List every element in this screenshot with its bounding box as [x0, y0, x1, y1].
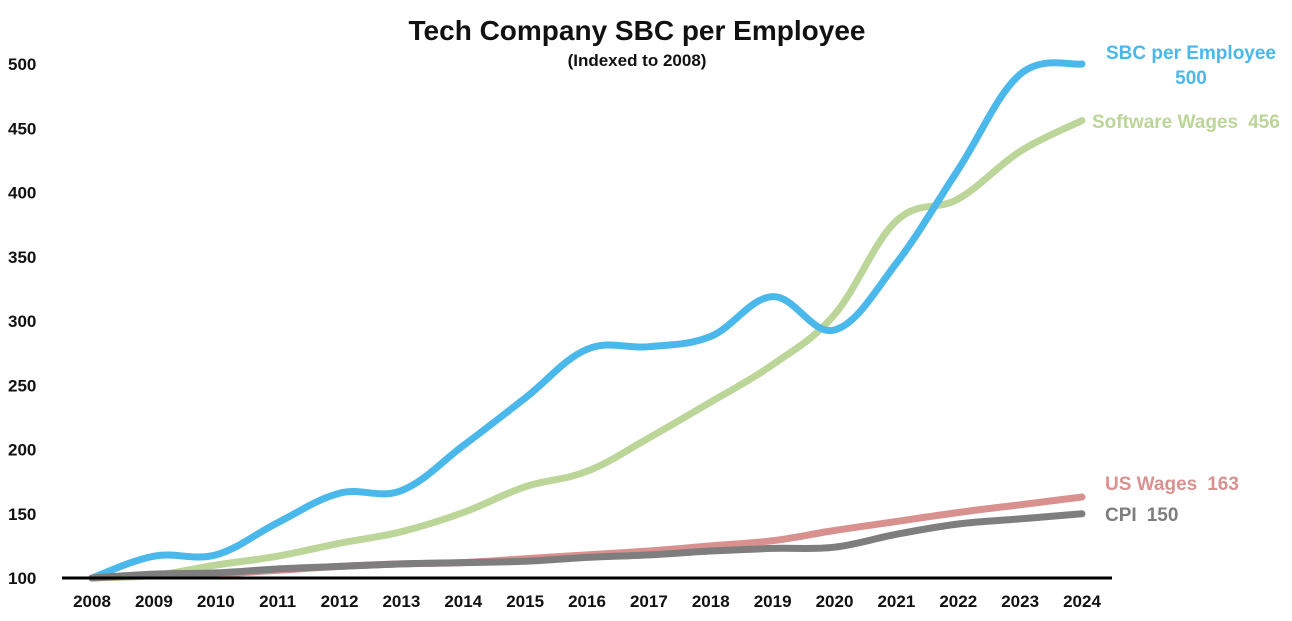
x-tick-label: 2019 — [754, 592, 792, 611]
series-line-software-wages — [88, 117, 1086, 582]
x-tick-label: 2016 — [568, 592, 606, 611]
x-tick-label: 2021 — [877, 592, 915, 611]
end-label-name: CPI — [1105, 505, 1137, 526]
end-label-value: 163 — [1207, 474, 1239, 495]
end-label-name: US Wages — [1105, 474, 1197, 495]
y-tick-label: 250 — [8, 376, 36, 395]
chart-title: Tech Company SBC per Employee — [409, 15, 866, 46]
y-tick-label: 150 — [8, 505, 36, 524]
y-tick-label: 300 — [8, 312, 36, 331]
x-tick-label: 2011 — [259, 592, 296, 611]
y-tick-label: 500 — [8, 55, 36, 74]
x-tick-label: 2013 — [382, 592, 420, 611]
x-tick-label: 2023 — [1001, 592, 1039, 611]
x-tick-label: 2018 — [692, 592, 730, 611]
end-label-cpi: CPI 150 — [1105, 505, 1178, 526]
end-label-value: 456 — [1248, 112, 1280, 133]
end-label-sbc-per-employee-name: SBC per Employee — [1106, 43, 1276, 64]
end-label-value: 150 — [1147, 505, 1179, 526]
series-line-sbc-per-employee — [88, 59, 1086, 582]
series-line-us-wages — [88, 493, 1086, 582]
x-tick-label: 2010 — [197, 592, 235, 611]
x-tick-label: 2022 — [939, 592, 977, 611]
chart-subtitle: (Indexed to 2008) — [568, 51, 707, 70]
x-tick-label: 2009 — [135, 592, 173, 611]
y-tick-label: 400 — [8, 184, 36, 203]
end-label-sbc-per-employee-value: 500 — [1175, 68, 1207, 89]
x-tick-label: 2020 — [816, 592, 854, 611]
y-tick-label: 350 — [8, 248, 36, 267]
end-labels: SBC per Employee 500 Software Wages 456 US W… — [1092, 43, 1280, 526]
x-tick-label: 2015 — [506, 592, 544, 611]
x-axis: 2008 2009 2010 2011 2012 2013 2014 2015 2016 2017… — [73, 592, 1101, 611]
end-label-name: Software Wages — [1092, 112, 1238, 133]
y-tick-label: 100 — [8, 569, 36, 588]
y-tick-label: 450 — [8, 119, 36, 138]
x-tick-label: 2012 — [321, 592, 359, 611]
series-layer — [88, 59, 1086, 582]
x-tick-label: 2008 — [73, 592, 111, 611]
x-tick-label: 2024 — [1063, 592, 1101, 611]
y-tick-label: 200 — [8, 441, 36, 460]
end-label-software-wages: Software Wages 456 — [1092, 112, 1280, 133]
y-axis: 100 150 200 250 300 350 400 450 500 — [8, 55, 36, 588]
series-line-cpi — [88, 510, 1086, 582]
x-tick-label: 2017 — [630, 592, 668, 611]
x-tick-label: 2014 — [444, 592, 482, 611]
end-label-us-wages: US Wages 163 — [1105, 474, 1239, 495]
